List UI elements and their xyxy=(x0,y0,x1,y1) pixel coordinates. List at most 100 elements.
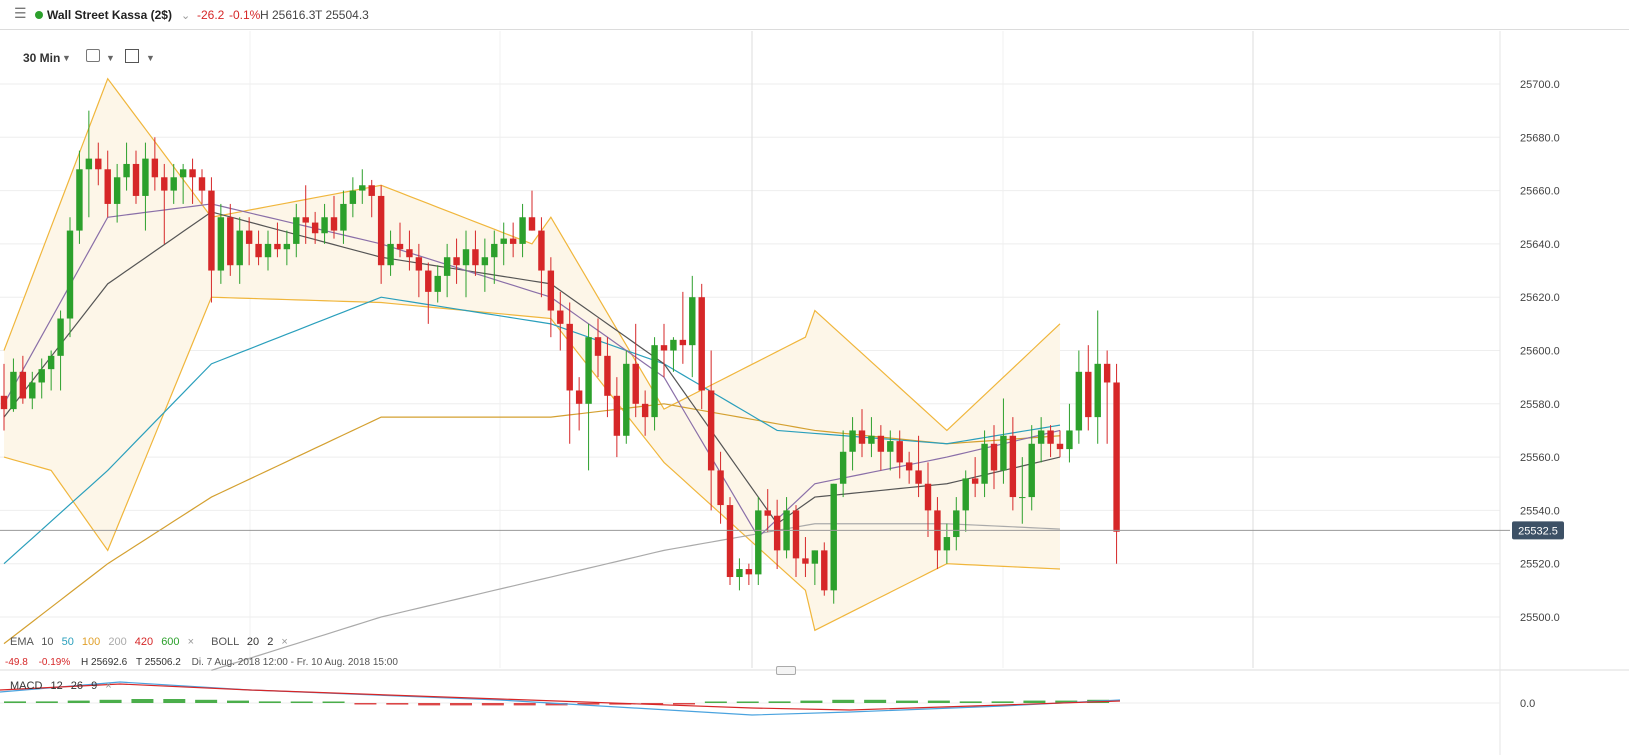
bollinger-lower-line xyxy=(3,296,1061,632)
macd-histogram-bar xyxy=(418,703,441,706)
macd-zero-label: 0.0 xyxy=(1520,698,1536,710)
candle-body xyxy=(849,430,856,452)
ema-period-50: 50 xyxy=(61,636,74,648)
boll-label[interactable]: BOLL xyxy=(211,636,239,648)
range-summary: -49.8 -0.19% H 25692.6 T 25506.2 Di. 7 A… xyxy=(5,657,398,668)
candle-body xyxy=(858,430,866,444)
candle-body xyxy=(632,363,639,404)
day-low: T 25504.3 xyxy=(315,8,369,22)
indicators-icon[interactable] xyxy=(125,49,139,63)
ema10-line xyxy=(3,211,1061,525)
candle-body xyxy=(915,470,922,484)
candle-body xyxy=(151,158,159,178)
candles xyxy=(0,110,1120,604)
macd-histogram-bar xyxy=(67,700,90,703)
price-change: -26.2 xyxy=(197,8,225,22)
timeframe-chevron-icon[interactable]: ▼ xyxy=(62,53,71,63)
macd-histogram-bar xyxy=(927,700,950,703)
candle-body xyxy=(839,451,847,484)
candle-body xyxy=(349,190,357,204)
chart-type-icon[interactable] xyxy=(86,49,100,62)
macd-remove-icon[interactable]: × xyxy=(105,680,112,692)
macd-pane xyxy=(0,681,1500,716)
candle-body xyxy=(179,169,187,178)
candle-body xyxy=(396,243,404,250)
range-change-pct: -0.19% xyxy=(38,657,71,668)
candle-body xyxy=(755,510,762,575)
candle-body xyxy=(575,390,583,404)
macd-histogram-bar xyxy=(959,701,982,703)
candle-body xyxy=(1000,435,1007,471)
instrument-header: ☰ Wall Street Kassa (2$) ⌄ -26.2 -0.1% H… xyxy=(0,0,1629,30)
candle-body xyxy=(227,217,234,266)
candle-body xyxy=(123,163,130,178)
ema-period-100: 100 xyxy=(81,636,101,648)
candle-body xyxy=(679,339,687,346)
chevron-down-icon[interactable]: ⌄ xyxy=(181,10,191,22)
candle-body xyxy=(707,390,715,471)
macd-histogram-bar xyxy=(641,703,664,705)
candle-body xyxy=(811,550,819,564)
timeframe-select[interactable]: 30 Min xyxy=(23,51,61,65)
candle-body xyxy=(321,217,328,234)
boll-remove-icon[interactable]: × xyxy=(281,636,288,648)
macd-histogram-bar xyxy=(1055,700,1078,703)
candle-body xyxy=(377,195,385,266)
macd-label[interactable]: MACD xyxy=(10,680,43,692)
boll-middle-line xyxy=(3,203,1061,539)
candle-body xyxy=(641,403,649,418)
day-high: H 25616.3 xyxy=(260,8,316,22)
macd-p2: 26 xyxy=(70,680,84,692)
macd-legend: MACD 12 26 9 × xyxy=(10,680,112,692)
pane-resize-handle[interactable] xyxy=(776,666,796,675)
candle-body xyxy=(868,435,875,444)
hamburger-icon[interactable]: ☰ xyxy=(14,5,27,21)
candle-body xyxy=(236,230,243,266)
candle-body xyxy=(1113,382,1120,532)
macd-histogram-bar xyxy=(386,703,409,705)
macd-histogram-bar xyxy=(545,703,568,706)
candle-body xyxy=(509,238,517,244)
price-tick-label: 25540.0 xyxy=(1520,505,1560,517)
ema-period-420: 420 xyxy=(134,636,154,648)
candle-body xyxy=(971,478,979,484)
candle-body xyxy=(990,443,998,471)
candle-body xyxy=(29,382,36,399)
price-tick-label: 25620.0 xyxy=(1520,292,1560,304)
candle-body xyxy=(500,238,507,244)
macd-histogram-bar xyxy=(800,700,823,703)
candle-body xyxy=(613,395,621,436)
candle-body xyxy=(604,355,611,396)
candle-body xyxy=(717,470,724,506)
macd-histogram-bar xyxy=(258,701,281,703)
macd-signal-line xyxy=(0,683,1121,711)
price-tick-label: 25680.0 xyxy=(1520,132,1560,144)
candle-body xyxy=(462,249,470,266)
ema-label[interactable]: EMA xyxy=(10,636,34,648)
macd-histogram-bar xyxy=(450,703,472,706)
ema-period-600: 600 xyxy=(161,636,180,648)
ema-period-200: 200 xyxy=(108,636,127,648)
ema-remove-icon[interactable]: × xyxy=(187,636,195,648)
macd-histogram-bar xyxy=(896,700,918,703)
candle-body xyxy=(1103,363,1111,383)
candle-body xyxy=(38,369,45,383)
candle-body xyxy=(198,177,206,191)
candle-body xyxy=(538,230,545,271)
instrument-title[interactable]: Wall Street Kassa (2$) xyxy=(47,8,172,22)
candle-body xyxy=(1075,371,1083,431)
price-tick-label: 25580.0 xyxy=(1520,399,1560,411)
candle-body xyxy=(255,243,262,258)
candle-body xyxy=(547,270,555,311)
price-change-pct: -0.1% xyxy=(229,8,261,22)
candle-body xyxy=(387,243,394,266)
price-axis: 25532.5 25500.0 25520.0 25540.0 25560.0 25580… xyxy=(0,79,1564,624)
candle-body xyxy=(491,243,498,258)
candle-body xyxy=(726,505,734,578)
macd-histogram-bar xyxy=(673,703,695,705)
candle-body xyxy=(792,510,800,559)
candle-body xyxy=(660,345,668,351)
chart-type-chevron-icon[interactable]: ▼ xyxy=(106,53,115,63)
indicators-chevron-icon[interactable]: ▼ xyxy=(146,53,155,63)
